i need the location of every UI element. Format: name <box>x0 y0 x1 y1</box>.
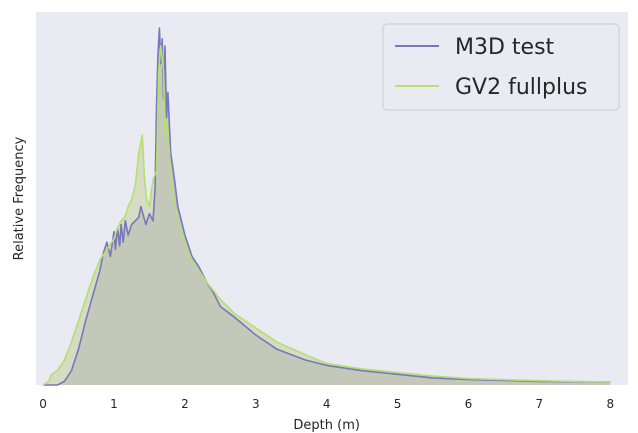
x-tick-label: 4 <box>323 397 331 411</box>
x-axis-label: Depth (m) <box>293 418 360 433</box>
x-tick-label: 3 <box>252 397 260 411</box>
x-tick-labels: 0 1 2 3 4 5 6 7 8 <box>39 397 614 411</box>
x-tick-label: 2 <box>181 397 189 411</box>
x-tick-label: 7 <box>536 397 544 411</box>
x-tick-label: 0 <box>39 397 47 411</box>
x-tick-label: 8 <box>606 397 614 411</box>
series-line-gv2-fullplus <box>42 45 611 386</box>
x-tick-label: 5 <box>394 397 402 411</box>
legend: M3D test GV2 fullplus <box>382 23 620 111</box>
legend-label-gv2-fullplus: GV2 fullplus <box>455 75 587 100</box>
series-lines <box>42 27 611 386</box>
x-tick-label: 1 <box>110 397 118 411</box>
series-fills <box>43 28 611 386</box>
y-axis-label: Relative Frequency <box>12 136 27 260</box>
legend-box <box>382 23 620 111</box>
x-tick-label: 6 <box>465 397 473 411</box>
legend-label-m3d-test: M3D test <box>455 35 555 60</box>
area-fill-gv2-fullplus <box>43 45 611 386</box>
